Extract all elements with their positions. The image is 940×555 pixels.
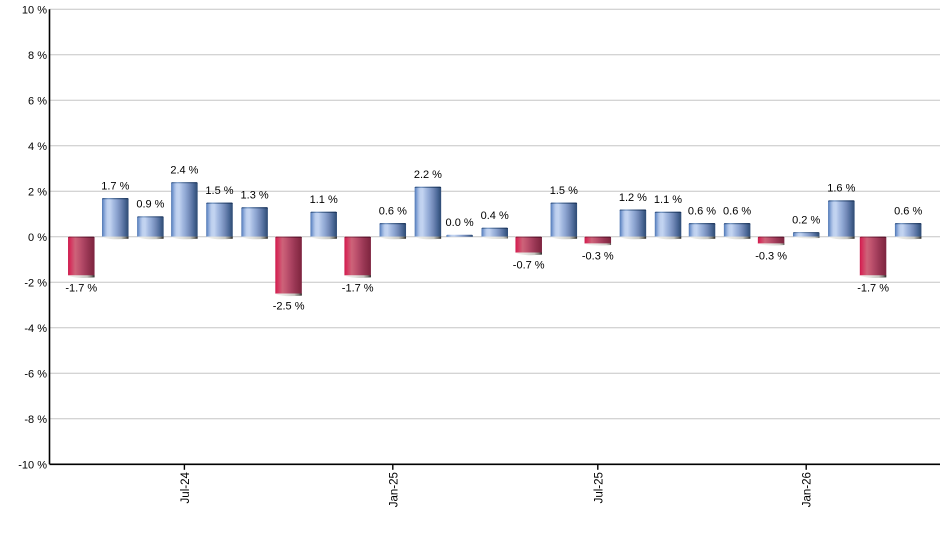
svg-text:-2 %: -2 % (24, 277, 47, 289)
svg-text:-1.7 %: -1.7 % (342, 283, 374, 295)
svg-text:1.5 %: 1.5 % (550, 185, 578, 197)
svg-text:-1.7 %: -1.7 % (857, 283, 889, 295)
svg-text:1.3 %: 1.3 % (241, 190, 269, 202)
svg-text:6 %: 6 % (28, 95, 47, 107)
svg-text:1.2 %: 1.2 % (619, 192, 647, 204)
svg-text:0.2 %: 0.2 % (792, 215, 820, 227)
svg-text:-6 %: -6 % (24, 368, 47, 380)
svg-text:10 %: 10 % (22, 4, 47, 16)
svg-text:-10 %: -10 % (18, 459, 47, 471)
svg-text:Jul-24: Jul-24 (180, 472, 192, 504)
svg-text:0.9 %: 0.9 % (136, 199, 164, 211)
svg-text:1.5 %: 1.5 % (205, 185, 233, 197)
svg-text:-1.7 %: -1.7 % (65, 283, 97, 295)
svg-text:2.2 %: 2.2 % (414, 169, 442, 181)
svg-text:1.7 %: 1.7 % (101, 180, 129, 192)
svg-text:1.1 %: 1.1 % (310, 194, 338, 206)
svg-text:4 %: 4 % (28, 141, 47, 153)
svg-text:Jan-25: Jan-25 (388, 472, 400, 507)
svg-text:0.6 %: 0.6 % (688, 206, 716, 218)
svg-text:0.6 %: 0.6 % (894, 206, 922, 218)
svg-text:0.0 %: 0.0 % (446, 217, 474, 229)
svg-text:0.4 %: 0.4 % (481, 210, 509, 222)
svg-text:8 %: 8 % (28, 50, 47, 62)
svg-text:-0.3 %: -0.3 % (582, 251, 614, 263)
svg-text:Jan-26: Jan-26 (802, 472, 814, 507)
svg-text:0 %: 0 % (28, 232, 47, 244)
svg-text:-0.3 %: -0.3 % (755, 251, 787, 263)
svg-text:-8 %: -8 % (24, 414, 47, 426)
svg-text:-2.5 %: -2.5 % (273, 301, 305, 313)
svg-text:1.1 %: 1.1 % (654, 194, 682, 206)
svg-text:1.6 %: 1.6 % (827, 183, 855, 195)
svg-text:-0.7 %: -0.7 % (513, 260, 545, 272)
svg-text:Jul-25: Jul-25 (593, 472, 605, 503)
svg-text:-4 %: -4 % (24, 323, 47, 335)
svg-text:2 %: 2 % (28, 186, 47, 198)
svg-text:2.4 %: 2.4 % (170, 165, 198, 177)
svg-text:0.6 %: 0.6 % (379, 206, 407, 218)
svg-text:0.6 %: 0.6 % (723, 206, 751, 218)
